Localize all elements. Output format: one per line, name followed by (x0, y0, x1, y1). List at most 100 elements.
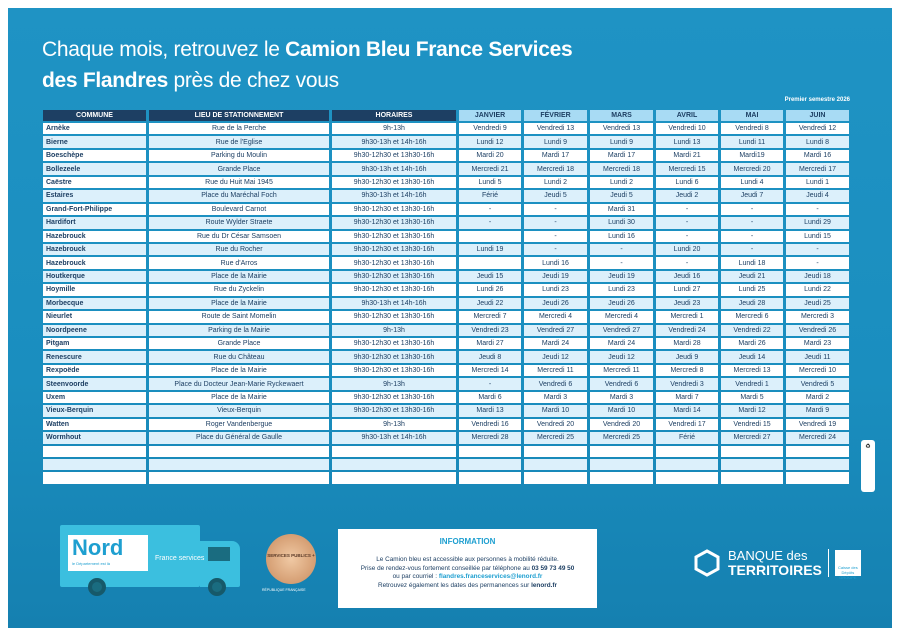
location-cell: Boulevard Carnot (149, 203, 329, 216)
location-cell: Place du Général de Gaulle (149, 432, 329, 444)
feb-cell: Vendredi 13 (524, 123, 587, 135)
table-row (43, 458, 849, 471)
hours-cell: 9h30-12h30 et 13h30-16h (332, 176, 456, 189)
mar-cell: Mercredi 25 (590, 432, 653, 444)
jun-cell: Mardi 23 (786, 338, 849, 350)
commune-cell: Houtkerque (43, 270, 146, 283)
mar-cell: Mardi 10 (590, 405, 653, 417)
apr-cell: Mardi 28 (656, 338, 718, 350)
location-cell: Place de la Mairie (149, 270, 329, 283)
feb-cell: Mercredi 25 (524, 432, 587, 444)
hours-cell (332, 445, 456, 457)
table-row: Watten Roger Vandenbergue 9h-13h Vendredi 1… (43, 418, 849, 431)
hours-cell: 9h30-12h30 et 13h30-16h (332, 284, 456, 296)
commune-cell: Bollezeele (43, 163, 146, 175)
feb-cell (524, 472, 587, 484)
commune-cell: Hardifort (43, 217, 146, 229)
jun-cell: Mercredi 3 (786, 311, 849, 323)
phone-number[interactable]: 03 59 73 49 50 (531, 564, 575, 572)
commune-cell: Arnèke (43, 123, 146, 135)
may-cell: Lundi 18 (721, 257, 783, 269)
apr-cell: Vendredi 3 (656, 378, 718, 390)
caisse-des-depots-logo: Caisse des Dépôts GROUPE (834, 550, 861, 580)
mar-cell: Mercredi 18 (590, 163, 653, 175)
table-row: Uxem Place de la Mairie 9h30-12h30 et 13h3… (43, 391, 849, 404)
may-cell: Vendredi 15 (721, 418, 783, 431)
commune-cell: Watten (43, 418, 146, 431)
may-cell: Jeudi 7 (721, 190, 783, 202)
may-cell (721, 445, 783, 457)
table-row: Caëstre Rue du Huit Mai 1945 9h30-12h30 et… (43, 176, 849, 189)
hours-cell: 9h-13h (332, 378, 456, 390)
apr-cell: - (656, 230, 718, 242)
may-cell: Jeudi 14 (721, 351, 783, 363)
location-cell: Place de la Mairie (149, 364, 329, 377)
apr-cell: Mardi 14 (656, 405, 718, 417)
truck-illustration: Nord le Département est là France service… (60, 525, 255, 603)
apr-cell: Jeudi 16 (656, 270, 718, 283)
jun-cell: Mardi 9 (786, 405, 849, 417)
jan-cell (459, 445, 521, 457)
feb-cell: Jeudi 5 (524, 190, 587, 202)
jan-cell: Lundi 12 (459, 136, 521, 148)
table-row: Steenvoorde Place du Docteur Jean-Marie R… (43, 378, 849, 390)
table-row: Renescure Rue du Château 9h30-12h30 et 13h… (43, 351, 849, 363)
apr-cell: Jeudi 2 (656, 190, 718, 202)
partner-line1: BANQUE des (728, 548, 808, 563)
apr-cell: Jeudi 23 (656, 297, 718, 310)
table-row: Hazebrouck Rue du Rocher 9h30-12h30 et 13h… (43, 243, 849, 256)
feb-cell: Lundi 23 (524, 284, 587, 296)
recycling-logo: ♻ (861, 440, 875, 492)
email-link[interactable]: flandres.franceservices@lenord.fr (438, 573, 543, 580)
apr-cell: Férié (656, 432, 718, 444)
jun-cell: Vendredi 19 (786, 418, 849, 431)
commune-cell: Rexpoëde (43, 364, 146, 377)
jun-cell: Lundi 8 (786, 136, 849, 148)
jan-cell: Vendredi 9 (459, 123, 521, 135)
apr-cell: Mercredi 8 (656, 364, 718, 377)
website-link[interactable]: lenord.fr (531, 581, 558, 589)
hours-cell (332, 458, 456, 471)
hours-cell: 9h30-12h30 et 13h30-16h (332, 351, 456, 363)
mar-cell: - (590, 257, 653, 269)
mar-cell: Mercredi 4 (590, 311, 653, 323)
hours-cell: 9h30-12h30 et 13h30-16h (332, 391, 456, 404)
jan-cell (459, 257, 521, 269)
location-cell: Route Wylder Straete (149, 217, 329, 229)
commune-cell: Nieurlet (43, 311, 146, 323)
title-bold: des Flandres (42, 69, 168, 92)
jan-cell: Lundi 26 (459, 284, 521, 296)
table-row: Morbecque Place de la Mairie 9h30-13h et 1… (43, 297, 849, 310)
table-row: Hazebrouck Rue d'Arros 9h30-12h30 et 13h30… (43, 257, 849, 269)
feb-cell: Mercredi 18 (524, 163, 587, 175)
hours-cell: 9h30-12h30 et 13h30-16h (332, 405, 456, 417)
jun-cell: - (786, 257, 849, 269)
apr-cell: Lundi 6 (656, 176, 718, 189)
apr-cell: - (656, 203, 718, 216)
title-text: Chaque mois, retrouvez le (42, 38, 286, 61)
location-cell: Rue du Rocher (149, 243, 329, 256)
table-row: Bierne Rue de l'Eglise 9h30-13h et 14h-16h… (43, 136, 849, 148)
commune-cell: Hoymille (43, 284, 146, 296)
location-cell: Place de la Mairie (149, 391, 329, 404)
mar-cell: Mardi 31 (590, 203, 653, 216)
may-cell: Mardi 5 (721, 391, 783, 404)
feb-cell: - (524, 217, 587, 229)
hours-cell: 9h30-12h30 et 13h30-16h (332, 230, 456, 242)
jun-cell: Lundi 1 (786, 176, 849, 189)
mar-cell: Vendredi 13 (590, 123, 653, 135)
jun-cell: Jeudi 18 (786, 270, 849, 283)
location-cell: Rue d'Arros (149, 257, 329, 269)
apr-cell: Mercredi 15 (656, 163, 718, 175)
apr-cell: Jeudi 9 (656, 351, 718, 363)
feb-cell: - (524, 230, 587, 242)
table-row: Arnèke Rue de la Perche 9h-13h Vendredi 9 Ve… (43, 123, 849, 135)
feb-cell: Mardi 3 (524, 391, 587, 404)
may-cell: Mercredi 6 (721, 311, 783, 323)
apr-cell: Lundi 20 (656, 243, 718, 256)
apr-cell: Vendredi 17 (656, 418, 718, 431)
hours-cell: 9h30-13h et 14h-16h (332, 297, 456, 310)
mar-cell: Mardi 17 (590, 149, 653, 162)
jan-cell: Mardi 20 (459, 149, 521, 162)
mar-cell: Lundi 16 (590, 230, 653, 242)
